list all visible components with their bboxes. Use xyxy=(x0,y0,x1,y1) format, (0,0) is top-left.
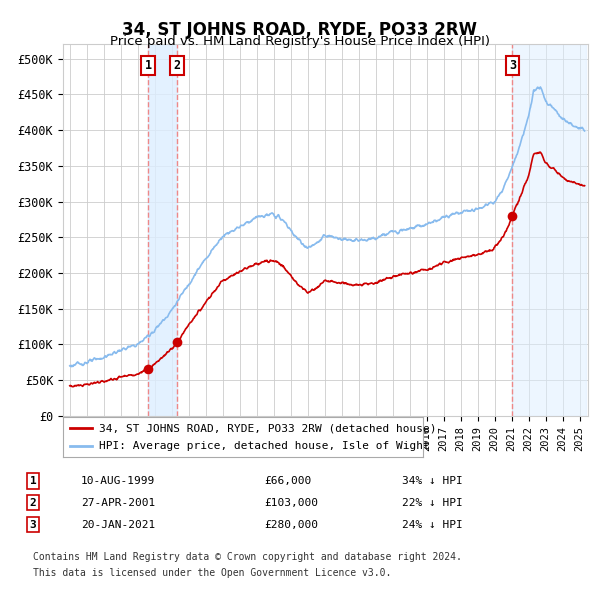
Text: 1: 1 xyxy=(29,476,37,486)
Bar xyxy=(148,44,177,416)
Text: 34, ST JOHNS ROAD, RYDE, PO33 2RW: 34, ST JOHNS ROAD, RYDE, PO33 2RW xyxy=(122,21,478,39)
Text: 27-APR-2001: 27-APR-2001 xyxy=(81,498,155,507)
Text: £66,000: £66,000 xyxy=(264,476,311,486)
Text: 22% ↓ HPI: 22% ↓ HPI xyxy=(402,498,463,507)
Text: Contains HM Land Registry data © Crown copyright and database right 2024.: Contains HM Land Registry data © Crown c… xyxy=(33,552,462,562)
Text: 24% ↓ HPI: 24% ↓ HPI xyxy=(402,520,463,529)
Text: Price paid vs. HM Land Registry's House Price Index (HPI): Price paid vs. HM Land Registry's House … xyxy=(110,35,490,48)
Bar xyxy=(512,44,586,416)
Text: 34, ST JOHNS ROAD, RYDE, PO33 2RW (detached house): 34, ST JOHNS ROAD, RYDE, PO33 2RW (detac… xyxy=(99,424,437,434)
Text: 1: 1 xyxy=(145,59,152,72)
Text: 2: 2 xyxy=(29,498,37,507)
Text: £103,000: £103,000 xyxy=(264,498,318,507)
Text: £280,000: £280,000 xyxy=(264,520,318,529)
Text: 10-AUG-1999: 10-AUG-1999 xyxy=(81,476,155,486)
Text: 3: 3 xyxy=(509,59,516,72)
Text: 2: 2 xyxy=(173,59,181,72)
Text: 20-JAN-2021: 20-JAN-2021 xyxy=(81,520,155,529)
Text: 34% ↓ HPI: 34% ↓ HPI xyxy=(402,476,463,486)
Text: 3: 3 xyxy=(29,520,37,529)
Text: HPI: Average price, detached house, Isle of Wight: HPI: Average price, detached house, Isle… xyxy=(99,441,430,451)
Text: This data is licensed under the Open Government Licence v3.0.: This data is licensed under the Open Gov… xyxy=(33,568,391,578)
